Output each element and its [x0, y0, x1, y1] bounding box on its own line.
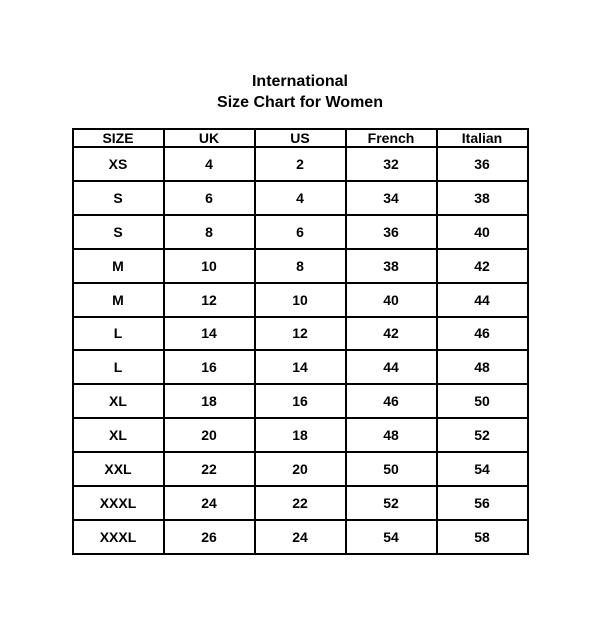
table-cell: 24: [253, 518, 347, 556]
table-cell: 16: [162, 349, 256, 386]
size-chart-table: SIZE UK US French Italian XS 4 2 32 36 S 6 4 34 38 S 8 6…: [71, 128, 529, 556]
table-cell: XL: [71, 383, 165, 420]
table-cell: S: [71, 213, 165, 250]
table-cell: XL: [71, 417, 165, 454]
table-cell: 14: [253, 349, 347, 386]
table-head: SIZE UK US French Italian: [71, 128, 529, 148]
table-cell: 48: [435, 349, 529, 386]
table-row: XXXL 24 22 52 56: [71, 485, 529, 521]
table-cell: 26: [162, 518, 256, 556]
table-row: XL 18 16 46 50: [71, 383, 529, 420]
table-cell: 42: [435, 247, 529, 284]
table-cell: 8: [253, 247, 347, 284]
table-cell: 12: [162, 281, 256, 318]
table-cell: 44: [344, 349, 438, 386]
table-cell: 52: [344, 485, 438, 521]
table-cell: 36: [344, 213, 438, 250]
table-cell: 22: [253, 485, 347, 521]
table-cell: XXL: [71, 451, 165, 488]
table-cell: 44: [435, 281, 529, 318]
table-cell: 50: [344, 451, 438, 488]
table-row: XS 4 2 32 36: [71, 146, 529, 182]
table-cell: 46: [435, 315, 529, 352]
table-row: L 14 12 42 46: [71, 315, 529, 352]
table-row: M 12 10 40 44: [71, 281, 529, 318]
table-cell: 54: [435, 451, 529, 488]
table-cell: 12: [253, 315, 347, 352]
table-cell: L: [71, 349, 165, 386]
table-cell: 4: [162, 146, 256, 182]
table-cell: 20: [253, 451, 347, 488]
table-cell: 2: [253, 146, 347, 182]
table-cell: L: [71, 315, 165, 352]
table-row: XL 20 18 48 52: [71, 417, 529, 454]
table-cell: 24: [162, 485, 256, 521]
table-cell: 10: [253, 281, 347, 318]
table-cell: 18: [162, 383, 256, 420]
table-cell: 48: [344, 417, 438, 454]
table-cell: 54: [344, 518, 438, 556]
table-cell: 38: [435, 179, 529, 216]
table-body: XS 4 2 32 36 S 6 4 34 38 S 8 6 36 40 M 10 8 38 42 M 12 10 40 44 L…: [71, 146, 529, 556]
table-row: S 8 6 36 40: [71, 213, 529, 250]
column-header: Italian: [435, 128, 529, 148]
table-cell: 38: [344, 247, 438, 284]
table-cell: 16: [253, 383, 347, 420]
table-cell: M: [71, 247, 165, 284]
page-title: International Size Chart for Women: [0, 0, 600, 113]
table-cell: 56: [435, 485, 529, 521]
header-row: SIZE UK US French Italian: [71, 128, 529, 148]
table-cell: 10: [162, 247, 256, 284]
table-cell: 4: [253, 179, 347, 216]
table-cell: 20: [162, 417, 256, 454]
page-title-line-2: Size Chart for Women: [217, 94, 383, 111]
table-row: XXL 22 20 50 54: [71, 451, 529, 488]
column-header: US: [253, 128, 347, 148]
page-title-line-1: International: [251, 73, 348, 90]
table-cell: 34: [344, 179, 438, 216]
table-cell: 6: [253, 213, 347, 250]
table-row: L 16 14 44 48: [71, 349, 529, 386]
table-row: S 6 4 34 38: [71, 179, 529, 216]
table-cell: XXXL: [71, 518, 165, 556]
table-cell: 8: [162, 213, 256, 250]
table-cell: 58: [435, 518, 529, 556]
table-cell: 22: [162, 451, 256, 488]
table-row: M 10 8 38 42: [71, 247, 529, 284]
table-row: XXXL 26 24 54 58: [71, 518, 529, 556]
table-cell: 52: [435, 417, 529, 454]
table-cell: XXXL: [71, 485, 165, 521]
table-cell: 42: [344, 315, 438, 352]
table-cell: M: [71, 281, 165, 318]
table-cell: 40: [344, 281, 438, 318]
table-cell: 14: [162, 315, 256, 352]
table-cell: 36: [435, 146, 529, 182]
table-cell: XS: [71, 146, 165, 182]
column-header: UK: [162, 128, 256, 148]
table-cell: 32: [344, 146, 438, 182]
table-cell: 6: [162, 179, 256, 216]
table-cell: 18: [253, 417, 347, 454]
table-cell: S: [71, 179, 165, 216]
table-cell: 46: [344, 383, 438, 420]
column-header: SIZE: [71, 128, 165, 148]
table-cell: 50: [435, 383, 529, 420]
table-cell: 40: [435, 213, 529, 250]
column-header: French: [344, 128, 438, 148]
